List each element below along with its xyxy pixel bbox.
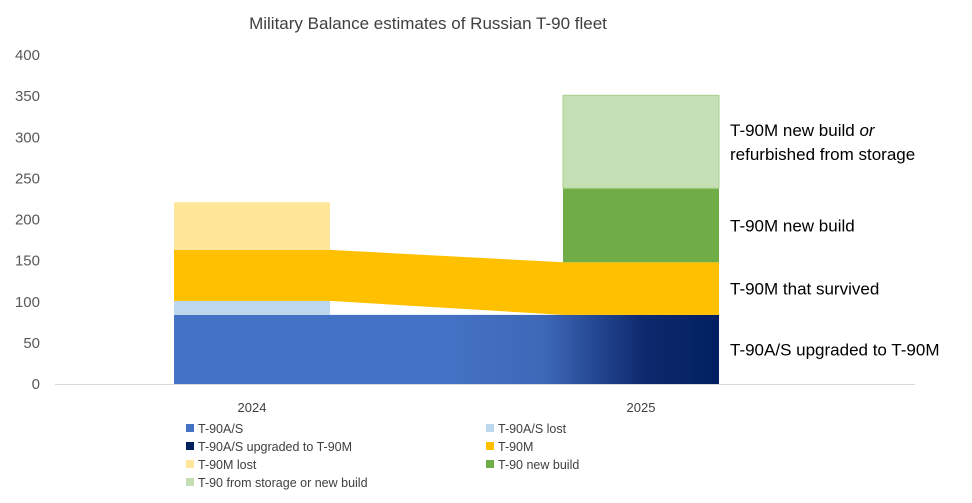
legend: T-90A/S T-90A/S lost T-90A/S upgraded to T… xyxy=(186,422,579,490)
legend-swatch xyxy=(486,460,494,468)
legend-label: T-90M xyxy=(498,440,533,454)
flow-t90m xyxy=(330,249,563,315)
annotations: T-90M new build or refurbished from stora… xyxy=(730,121,939,360)
bar-0-t-90m xyxy=(174,249,330,301)
x-tick-label: 2024 xyxy=(238,400,267,415)
y-tick-label: 200 xyxy=(15,212,40,229)
legend-swatch xyxy=(186,442,194,450)
legend-label: T-90A/S upgraded to T-90M xyxy=(198,440,352,454)
annotation-line: T-90M that survived xyxy=(730,280,879,299)
legend-swatch xyxy=(486,424,494,432)
flow-upgrade xyxy=(174,314,719,384)
annotation-line: T-90M new build xyxy=(730,216,855,235)
bars xyxy=(174,94,720,315)
legend-swatch xyxy=(486,442,494,450)
bar-1-t-90-from-storage-or-new-build xyxy=(562,94,720,189)
annotation-line: T-90M new build or xyxy=(730,121,876,140)
y-tick-label: 400 xyxy=(15,47,40,64)
y-tick-label: 150 xyxy=(15,253,40,270)
legend-label: T-90A/S lost xyxy=(498,422,567,436)
legend-label: T-90 new build xyxy=(498,458,579,472)
legend-label: T-90 from storage or new build xyxy=(198,476,368,490)
legend-swatch xyxy=(186,478,194,486)
bar-0-t-90a-s-lost xyxy=(174,300,330,315)
y-tick-label: 50 xyxy=(23,335,40,352)
x-tick-label: 2025 xyxy=(627,400,656,415)
y-tick-label: 250 xyxy=(15,170,40,187)
legend-label: T-90M lost xyxy=(198,458,257,472)
flow-connectors xyxy=(174,249,719,384)
annotation-line: T-90A/S upgraded to T-90M xyxy=(730,340,939,359)
annotation-line: refurbished from storage xyxy=(730,145,915,164)
legend-swatch xyxy=(186,460,194,468)
chart-title: Military Balance estimates of Russian T-… xyxy=(249,14,607,33)
y-tick-label: 350 xyxy=(15,88,40,105)
bar-1-t-90m xyxy=(563,262,719,315)
y-tick-label: 300 xyxy=(15,129,40,146)
bar-1-t-90-new-build xyxy=(563,188,719,263)
bar-0-t-90m-lost xyxy=(174,202,330,250)
legend-label: T-90A/S xyxy=(198,422,243,436)
y-axis: 0 50 100 150 200 250 300 350 400 xyxy=(15,47,915,393)
x-axis: 2024 2025 xyxy=(238,400,656,415)
y-tick-label: 100 xyxy=(15,294,40,311)
legend-swatch xyxy=(186,424,194,432)
y-tick-label: 0 xyxy=(32,376,40,393)
